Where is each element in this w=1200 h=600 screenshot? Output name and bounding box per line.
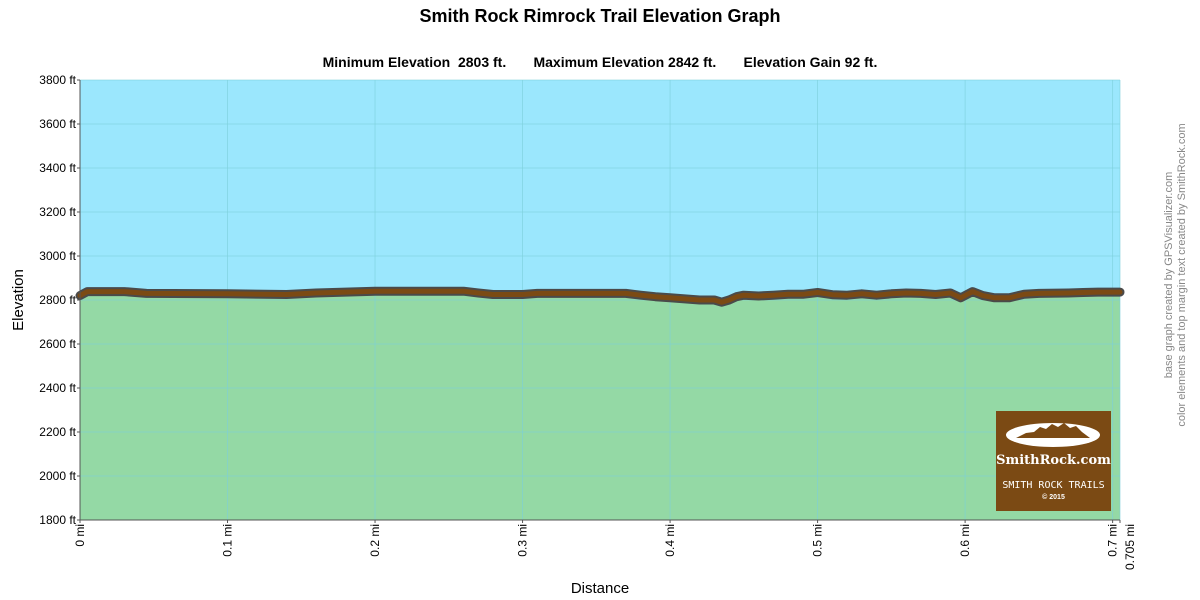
- data-point: [1022, 293, 1026, 296]
- x-axis-label: Distance: [571, 580, 629, 597]
- data-point: [757, 294, 760, 298]
- data-point: [477, 291, 480, 295]
- data-point: [344, 290, 347, 294]
- data-point: [86, 290, 89, 293]
- y-tick-label: 3000 ft: [39, 249, 76, 263]
- data-point: [536, 292, 539, 295]
- x-tick-label: 0.705 mi: [1123, 524, 1137, 570]
- data-point: [1096, 290, 1100, 294]
- data-point: [845, 293, 849, 297]
- data-point: [720, 301, 723, 304]
- badge-copyright: © 2015: [1042, 494, 1065, 501]
- data-point: [145, 292, 148, 295]
- data-point: [698, 298, 701, 302]
- elevation-gain-stat: Elevation Gain 92 ft.: [743, 54, 878, 70]
- y-tick-label: 1800 ft: [39, 513, 76, 527]
- x-tick-label: 0.1 mi: [221, 524, 235, 557]
- elevation-stats: Minimum Elevation 2803 ft. Maximum Eleva…: [0, 54, 1200, 70]
- data-point: [934, 293, 937, 296]
- data-point: [1067, 291, 1070, 295]
- data-point: [639, 293, 642, 297]
- data-point: [772, 293, 775, 297]
- data-point: [993, 296, 996, 299]
- y-tick-label: 2800 ft: [39, 293, 76, 307]
- smithrock-logo-badge: SmithRock.com SMITH ROCK TRAILS © 2015: [996, 411, 1111, 511]
- data-point: [1008, 296, 1011, 299]
- data-point: [786, 293, 790, 296]
- data-point: [462, 290, 465, 293]
- data-point: [123, 290, 126, 293]
- data-points: [78, 290, 1122, 304]
- data-point: [491, 293, 495, 296]
- data-point: [226, 292, 229, 296]
- credit-line-1: base graph created by GPSVisualizer.com: [1163, 171, 1175, 379]
- data-point: [735, 295, 738, 298]
- y-tick-label: 3800 ft: [39, 73, 76, 87]
- data-point: [875, 293, 878, 297]
- data-point: [860, 292, 864, 296]
- data-point: [1015, 294, 1018, 298]
- data-point: [1118, 290, 1122, 294]
- data-point: [418, 290, 421, 293]
- data-point: [713, 298, 716, 302]
- data-point: [521, 293, 524, 296]
- y-tick-label: 2600 ft: [39, 337, 76, 351]
- y-tick-label: 2000 ft: [39, 469, 76, 483]
- trail-profile-line: [77, 288, 1123, 305]
- data-point: [1081, 291, 1085, 294]
- data-point: [742, 293, 746, 297]
- data-point: [624, 292, 628, 295]
- data-point: [801, 293, 805, 296]
- badge-subtitle: SMITH ROCK TRAILS: [1002, 480, 1105, 491]
- data-point: [971, 290, 974, 293]
- data-point: [959, 296, 962, 299]
- data-point: [1037, 292, 1041, 295]
- data-point: [904, 291, 908, 295]
- x-tick-label: 0 mi: [73, 524, 87, 547]
- x-tick-label: 0.6 mi: [958, 524, 972, 557]
- data-point: [314, 291, 318, 295]
- y-axis-label: Elevation: [10, 269, 27, 331]
- x-tick-label: 0.5 mi: [811, 524, 825, 557]
- badge-site: SmithRock.com: [996, 453, 1111, 468]
- x-tick-label: 0.7 mi: [1106, 524, 1120, 557]
- rock-silhouette-icon: [1006, 423, 1100, 447]
- data-point: [890, 292, 893, 296]
- y-tick-label: 3200 ft: [39, 205, 76, 219]
- data-point: [668, 296, 672, 299]
- max-elevation-stat: Maximum Elevation 2842 ft.: [533, 54, 717, 70]
- x-tick-label: 0.4 mi: [663, 524, 677, 557]
- y-tick-label: 3600 ft: [39, 117, 76, 131]
- x-tick-label: 0.2 mi: [368, 524, 382, 557]
- data-point: [919, 292, 923, 295]
- x-tick-label: 0.3 mi: [516, 524, 530, 557]
- data-point: [285, 293, 288, 296]
- data-point: [949, 291, 952, 295]
- y-tick-label: 3400 ft: [39, 161, 76, 175]
- data-point: [831, 293, 834, 296]
- ground-area: [80, 291, 1120, 520]
- data-point: [683, 297, 687, 301]
- data-point: [816, 291, 819, 294]
- chart-title: Smith Rock Rimrock Trail Elevation Graph: [419, 6, 781, 26]
- data-point: [373, 290, 377, 293]
- data-point: [727, 298, 731, 302]
- credit-line-2: color elements and top margin text creat…: [1176, 123, 1188, 427]
- min-elevation-stat: Minimum Elevation 2803 ft.: [322, 54, 507, 70]
- data-point: [981, 294, 985, 297]
- y-tick-label: 2200 ft: [39, 425, 76, 439]
- y-tick-label: 2400 ft: [39, 381, 76, 395]
- data-point: [654, 295, 657, 298]
